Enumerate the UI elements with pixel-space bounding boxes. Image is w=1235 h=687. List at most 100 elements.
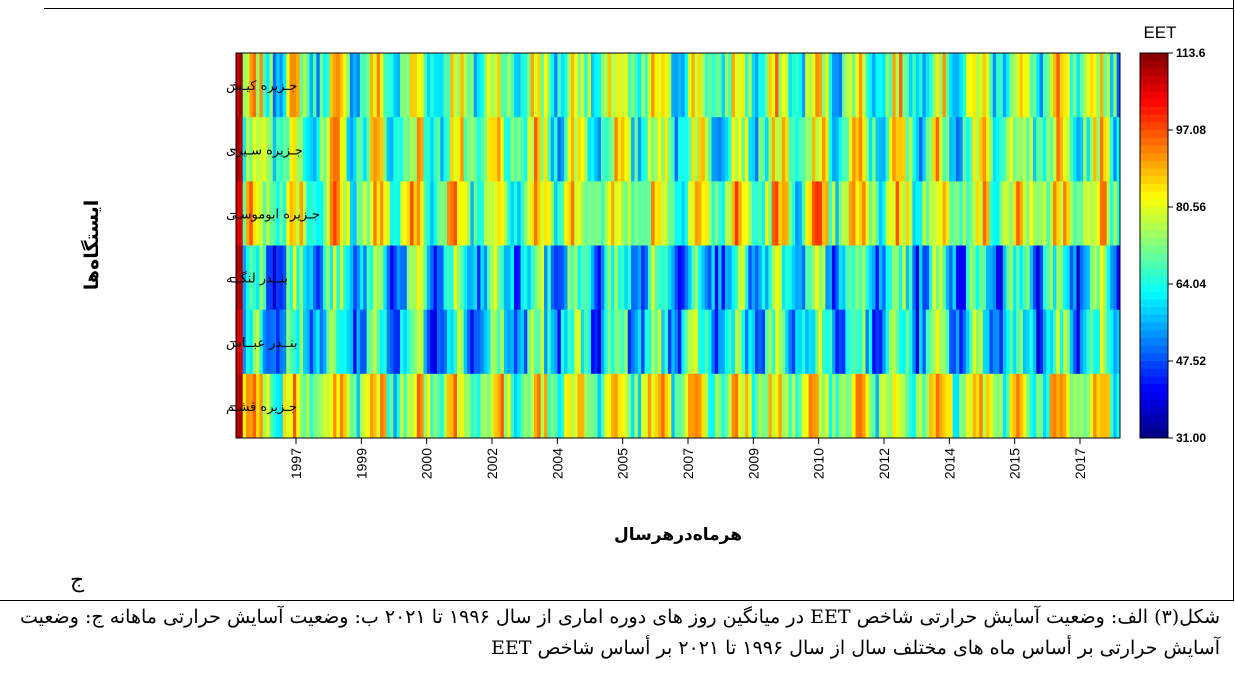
y-tick-label: بنــدر عبــاس (226, 336, 298, 351)
colorbar-tick-label: 80.56 (1176, 200, 1206, 214)
heatmap-cell (965, 373, 970, 439)
heatmap-cell (912, 181, 917, 246)
colorbar-swatch (1140, 361, 1168, 370)
heatmap-cell (788, 181, 793, 246)
heatmap-cell (1076, 309, 1081, 375)
heatmap-cell (282, 309, 287, 375)
heatmap-cell (537, 245, 542, 311)
heatmap-cell (969, 117, 974, 182)
heatmap-cell (785, 309, 789, 375)
heatmap-cell (369, 53, 374, 118)
heatmap-cell (708, 373, 712, 439)
heatmap-cell (688, 117, 692, 182)
heatmap-cell (580, 309, 585, 375)
heatmap-cell (678, 245, 682, 311)
colorbar-swatch (1140, 207, 1168, 216)
heatmap-cell (339, 373, 344, 439)
heatmap-cell (811, 373, 816, 439)
heatmap-cell (775, 309, 779, 375)
heatmap-cell (236, 53, 240, 118)
heatmap-cell (503, 245, 508, 311)
heatmap-cell (343, 117, 347, 182)
heatmap-cell (436, 181, 441, 246)
heatmap-cell (373, 373, 378, 439)
heatmap-cell (309, 181, 314, 246)
heatmap-cell (302, 245, 307, 311)
heatmap-cell (520, 117, 525, 182)
heatmap-cell (577, 181, 582, 246)
heatmap-cell (1106, 181, 1111, 246)
heatmap-cell (929, 373, 933, 439)
heatmap-cell (286, 117, 290, 182)
heatmap-cell (664, 181, 669, 246)
heatmap-cell (1106, 117, 1111, 182)
heatmap-cell (259, 245, 264, 311)
heatmap-cell (493, 245, 498, 311)
heatmap-cell (631, 117, 635, 182)
heatmap-cell (805, 181, 809, 246)
heatmap-cell (366, 53, 371, 118)
heatmap-cell (748, 53, 753, 118)
heatmap-cell (426, 117, 431, 182)
heatmap-cell (1086, 245, 1091, 311)
heatmap-cell (246, 373, 250, 439)
heatmap-cell (426, 53, 431, 118)
heatmap-cell (534, 309, 538, 375)
heatmap-cell (617, 309, 622, 375)
colorbar-tick-label: 64.04 (1176, 277, 1206, 291)
heatmap-cell (359, 117, 364, 182)
heatmap-cell (935, 309, 940, 375)
heatmap-cell (875, 373, 880, 439)
heatmap-cell (684, 309, 689, 375)
y-axis-label: ایستگاه‌ها (80, 200, 103, 290)
heatmap-cell (410, 373, 414, 439)
heatmap-cell (292, 245, 297, 311)
heatmap-cell (965, 309, 970, 375)
x-tick-label: 2014 (941, 448, 957, 479)
heatmap-cell (487, 309, 491, 375)
heatmap-cell (855, 373, 860, 439)
heatmap-cell (801, 373, 806, 439)
heatmap-cell (788, 53, 793, 118)
heatmap-cell (962, 373, 967, 439)
heatmap-cell (376, 245, 381, 311)
heatmap-cell (286, 245, 290, 311)
heatmap-cell (450, 245, 455, 311)
heatmap-cell (279, 117, 284, 182)
heatmap-cell (821, 245, 826, 311)
heatmap-cell (523, 117, 528, 182)
heatmap-cell (899, 53, 903, 118)
heatmap-cell (413, 373, 418, 439)
heatmap-cell (949, 117, 953, 182)
heatmap-cell (1089, 117, 1094, 182)
heatmap-cell (765, 117, 769, 182)
heatmap-cell (259, 117, 264, 182)
heatmap-cell (272, 309, 277, 375)
heatmap-cell (574, 53, 578, 118)
heatmap-cell (664, 117, 669, 182)
y-tick-label: جـزیره کیـش (226, 79, 297, 94)
heatmap-cell (296, 53, 301, 118)
colorbar-swatch (1140, 137, 1168, 146)
heatmap-cell (641, 373, 645, 439)
heatmap-cell (443, 309, 448, 375)
heatmap-cell (684, 117, 689, 182)
heatmap-cell (547, 117, 552, 182)
heatmap-cell (1046, 181, 1051, 246)
heatmap-cell (791, 181, 796, 246)
heatmap-cell (808, 117, 813, 182)
heatmap-cell (919, 53, 923, 118)
heatmap-cell (1116, 245, 1121, 311)
heatmap-cell (276, 373, 280, 439)
heatmap-cell (724, 181, 729, 246)
heatmap-cell (413, 53, 418, 118)
heatmap-cell (376, 373, 381, 439)
heatmap-cell (547, 373, 552, 439)
heatmap-cell (369, 117, 374, 182)
heatmap-cell (249, 309, 254, 375)
heatmap-cell (1089, 181, 1094, 246)
heatmap-cell (1059, 117, 1064, 182)
heatmap-cell (390, 53, 394, 118)
